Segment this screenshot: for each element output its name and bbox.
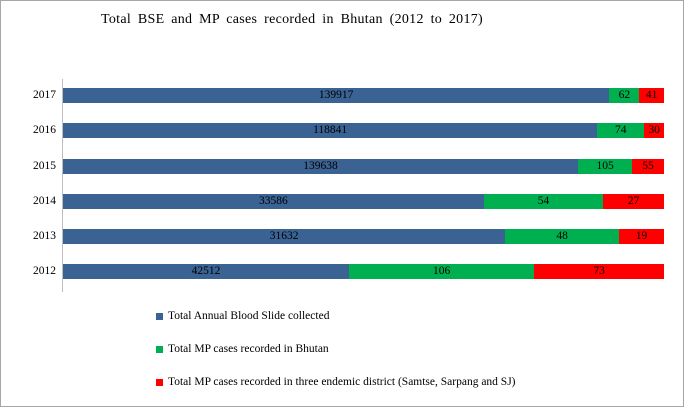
bar-segment: 42512: [63, 264, 350, 280]
bar-segment: 19: [618, 229, 664, 245]
data-label: 48: [556, 230, 568, 243]
data-label: 55: [642, 159, 654, 172]
bar-segment: 73: [534, 264, 664, 280]
y-axis-tick-label: 2014: [33, 194, 56, 207]
legend-item: Total MP cases recorded in Bhutan: [156, 343, 516, 355]
data-label: 42512: [191, 265, 221, 278]
data-label: 54: [537, 194, 550, 207]
data-label: 118841: [313, 124, 348, 137]
bar-segment: 105: [578, 158, 633, 174]
bar-row-2017: 2017 139917 62 41: [33, 88, 664, 103]
bar-segment: 62: [609, 88, 640, 103]
data-label: 106: [432, 265, 451, 278]
y-axis-tick-label: 2017: [33, 89, 56, 101]
bar-segment: 27: [603, 193, 664, 209]
chart-title: Total BSE and MP cases recorded in Bhuta…: [101, 12, 484, 27]
y-axis-tick-label: 2016: [33, 124, 56, 137]
bar-segment: 48: [505, 229, 619, 245]
data-label: 139917: [318, 89, 354, 101]
bar-segment: 54: [483, 193, 604, 209]
data-label: 31632: [269, 230, 299, 243]
bar-segment: 33586: [63, 193, 484, 209]
data-label: 105: [596, 159, 614, 172]
bar-segment: 106: [349, 264, 535, 280]
data-label: 27: [627, 194, 640, 207]
bar-segment: 31632: [63, 229, 506, 245]
legend-swatch-icon: [156, 345, 163, 353]
legend-item: Total Annual Blood Slide collected: [156, 310, 516, 322]
bar-row-2013: 2013 31632 48 19: [33, 229, 664, 245]
bar-row-2012: 2012 42512 106 73: [33, 264, 664, 280]
bar-segment: 41: [639, 88, 664, 103]
data-label: 30: [648, 124, 660, 137]
data-label: 62: [618, 89, 631, 101]
bar-segment: 30: [644, 123, 664, 139]
y-axis-tick-label: 2015: [33, 159, 56, 172]
bar-row-2016: 2016 118841 74 30: [33, 123, 664, 139]
legend-swatch-icon: [156, 312, 163, 320]
legend-label: Total MP cases recorded in three endemic…: [168, 376, 516, 388]
data-label: 73: [593, 265, 605, 278]
legend-item: Total MP cases recorded in three endemic…: [156, 376, 516, 388]
legend: Total Annual Blood Slide collected Total …: [156, 310, 516, 406]
data-label: 19: [635, 230, 648, 243]
bar-segment: 55: [632, 158, 664, 174]
bar-segment: 118841: [63, 123, 598, 139]
bar-row-2015: 2015 139638 105 55: [33, 158, 664, 174]
data-label: 139638: [303, 159, 338, 172]
data-label: 33586: [258, 194, 288, 207]
y-axis-tick-label: 2012: [33, 265, 56, 278]
data-label: 41: [645, 89, 658, 101]
y-axis-tick-label: 2013: [33, 230, 56, 243]
bar-segment: 139638: [63, 158, 579, 174]
bar-row-2014: 2014 33586 54 27: [33, 193, 664, 209]
legend-swatch-icon: [156, 378, 163, 386]
legend-label: Total Annual Blood Slide collected: [168, 310, 330, 322]
legend-label: Total MP cases recorded in Bhutan: [168, 343, 329, 355]
bar-segment: 74: [597, 123, 645, 139]
bar-segment: 139917: [63, 88, 610, 103]
plot-area: 2017 139917 62 41 2016 118841 74 30 2015 139638 10…: [33, 79, 664, 292]
data-label: 74: [614, 124, 627, 137]
